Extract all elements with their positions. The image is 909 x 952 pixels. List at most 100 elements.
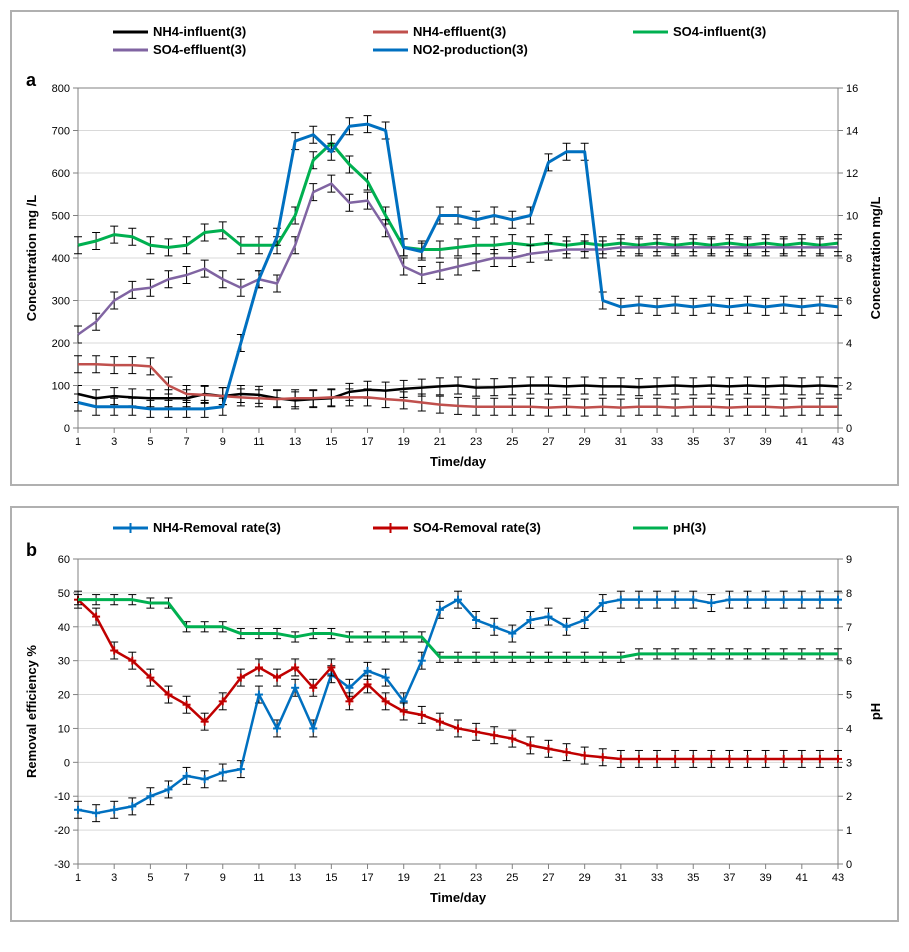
svg-text:25: 25 [506,872,518,884]
svg-text:6: 6 [846,656,852,668]
svg-text:2: 2 [846,381,852,393]
svg-text:SO4-influent(3): SO4-influent(3) [673,24,766,39]
svg-text:19: 19 [398,872,410,884]
svg-text:29: 29 [579,872,591,884]
svg-text:800: 800 [52,83,70,95]
svg-text:27: 27 [542,436,554,448]
svg-text:3: 3 [111,436,117,448]
svg-text:1: 1 [75,872,81,884]
svg-text:13: 13 [289,872,301,884]
svg-text:NH4-influent(3): NH4-influent(3) [153,24,246,39]
svg-text:19: 19 [398,436,410,448]
svg-text:33: 33 [651,872,663,884]
svg-text:25: 25 [506,436,518,448]
svg-text:35: 35 [687,436,699,448]
svg-text:8: 8 [846,253,852,265]
svg-text:43: 43 [832,436,844,448]
svg-text:16: 16 [846,83,858,95]
svg-text:11: 11 [253,872,264,884]
svg-text:0: 0 [846,859,852,871]
chart-a-container: a 01002003004005006007008000246810121416… [10,10,899,486]
svg-text:5: 5 [147,436,153,448]
svg-text:20: 20 [58,690,70,702]
svg-text:SO4-effluent(3): SO4-effluent(3) [153,42,246,57]
svg-text:500: 500 [52,211,70,223]
svg-text:0: 0 [64,757,70,769]
svg-text:7: 7 [184,436,190,448]
chart-b-svg: -30-20-100102030405060012345678913579111… [18,514,893,914]
svg-text:NH4-Removal rate(3): NH4-Removal rate(3) [153,520,281,535]
svg-text:35: 35 [687,872,699,884]
svg-text:Concentration mg /L: Concentration mg /L [24,195,39,321]
svg-text:SO4-Removal rate(3): SO4-Removal rate(3) [413,520,541,535]
svg-text:Removal efficiency %: Removal efficiency % [24,645,39,778]
svg-text:60: 60 [58,554,70,566]
svg-text:41: 41 [796,872,808,884]
svg-text:41: 41 [796,436,808,448]
svg-text:9: 9 [220,436,226,448]
svg-text:-20: -20 [54,825,70,837]
svg-text:31: 31 [615,872,627,884]
svg-text:Time/day: Time/day [430,454,487,469]
svg-text:11: 11 [253,436,264,448]
svg-text:37: 37 [723,436,735,448]
svg-text:27: 27 [542,872,554,884]
svg-text:23: 23 [470,872,482,884]
svg-text:4: 4 [846,723,852,735]
svg-text:12: 12 [846,168,858,180]
svg-text:37: 37 [723,872,735,884]
svg-text:NH4-effluent(3): NH4-effluent(3) [413,24,506,39]
svg-text:600: 600 [52,168,70,180]
svg-text:1: 1 [75,436,81,448]
svg-text:-30: -30 [54,859,70,871]
svg-text:6: 6 [846,296,852,308]
svg-text:100: 100 [52,381,70,393]
chart-a-svg: 0100200300400500600700800024681012141613… [18,18,893,478]
chart-a-label: a [26,70,36,91]
svg-text:17: 17 [361,436,373,448]
svg-text:5: 5 [147,872,153,884]
svg-text:30: 30 [58,656,70,668]
svg-text:21: 21 [434,436,446,448]
svg-text:33: 33 [651,436,663,448]
svg-text:pH(3): pH(3) [673,520,706,535]
svg-text:31: 31 [615,436,627,448]
svg-text:23: 23 [470,436,482,448]
svg-text:39: 39 [759,436,771,448]
svg-text:7: 7 [846,622,852,634]
svg-text:4: 4 [846,338,852,350]
svg-text:pH: pH [868,703,883,720]
chart-b-container: b -30-20-1001020304050600123456789135791… [10,506,899,922]
svg-text:13: 13 [289,436,301,448]
svg-text:10: 10 [846,211,858,223]
svg-text:9: 9 [220,872,226,884]
svg-text:3: 3 [846,757,852,769]
svg-text:9: 9 [846,554,852,566]
svg-text:1: 1 [846,825,852,837]
svg-text:3: 3 [111,872,117,884]
svg-text:200: 200 [52,338,70,350]
svg-text:39: 39 [759,872,771,884]
svg-text:5: 5 [846,690,852,702]
svg-text:-10: -10 [54,791,70,803]
svg-text:700: 700 [52,126,70,138]
svg-text:400: 400 [52,253,70,265]
chart-b-label: b [26,540,37,561]
svg-text:2: 2 [846,791,852,803]
svg-text:40: 40 [58,622,70,634]
svg-text:Concentration mg/L: Concentration mg/L [868,197,883,320]
svg-text:29: 29 [579,436,591,448]
svg-text:14: 14 [846,126,858,138]
svg-text:15: 15 [325,436,337,448]
svg-text:NO2-production(3): NO2-production(3) [413,42,528,57]
svg-text:10: 10 [58,723,70,735]
svg-text:43: 43 [832,872,844,884]
svg-text:50: 50 [58,588,70,600]
svg-text:Time/day: Time/day [430,890,487,905]
svg-text:15: 15 [325,872,337,884]
svg-text:8: 8 [846,588,852,600]
svg-text:7: 7 [184,872,190,884]
svg-text:0: 0 [64,423,70,435]
svg-text:0: 0 [846,423,852,435]
svg-text:21: 21 [434,872,446,884]
